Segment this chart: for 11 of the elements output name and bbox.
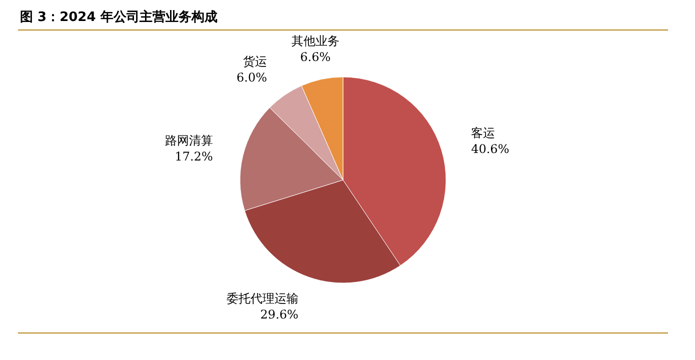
slice-label: 路网清算 [164,133,213,148]
data-label: 6.6% [300,50,331,64]
slice-label: 其他业务 [291,34,340,48]
chart-title: 图 3：2024 年公司主营业务构成 [20,9,218,25]
slice-label: 委托代理运输 [226,291,298,306]
data-label: 6.0% [236,70,268,85]
data-label: 29.6% [260,307,298,322]
data-label: 17.2% [174,149,213,164]
slice-label: 客运 [471,126,496,140]
data-label: 40.6% [471,142,510,156]
slice-label: 货运 [243,54,268,69]
